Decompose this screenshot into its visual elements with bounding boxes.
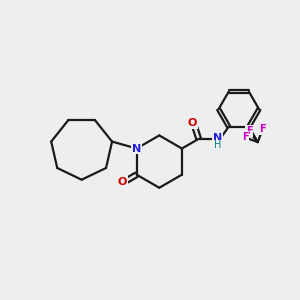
Text: F: F bbox=[246, 126, 253, 136]
Text: N: N bbox=[132, 143, 141, 154]
Text: H: H bbox=[214, 140, 222, 150]
Text: F: F bbox=[242, 132, 249, 142]
Text: O: O bbox=[118, 177, 127, 187]
Text: N: N bbox=[213, 133, 223, 143]
Text: O: O bbox=[188, 118, 197, 128]
Text: F: F bbox=[259, 124, 266, 134]
